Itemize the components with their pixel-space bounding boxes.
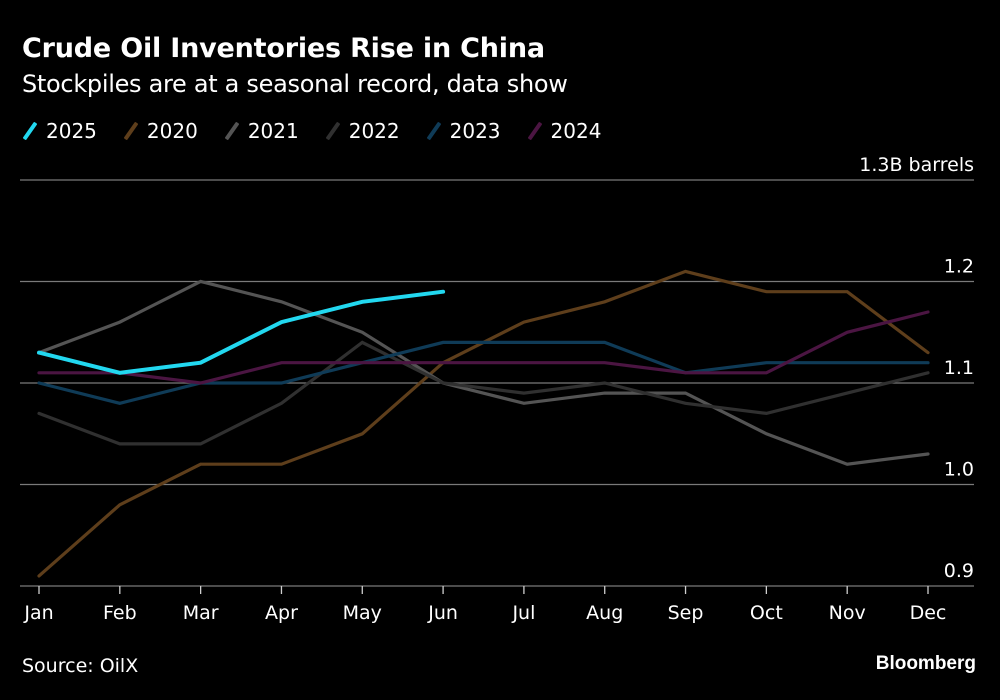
legend-item-2024: 2024 (527, 119, 602, 143)
series-line-2024 (37, 310, 930, 385)
gridlines (20, 179, 974, 587)
legend-label: 2020 (146, 119, 198, 143)
x-tick-label: Dec (910, 602, 947, 624)
x-tick-label: Apr (265, 602, 298, 624)
series-lines (37, 269, 930, 578)
series-line-2021 (37, 279, 930, 466)
legend: 2025 2020 2021 2022 2023 2024 (22, 119, 627, 143)
x-tick-label: May (343, 602, 382, 624)
x-tick-label: Aug (586, 602, 623, 624)
chart-subtitle: Stockpiles are at a seasonal record, dat… (22, 70, 568, 98)
y-tick-label: 1.3B barrels (859, 154, 974, 176)
legend-label: 2024 (550, 119, 602, 143)
legend-label: 2021 (247, 119, 299, 143)
y-tick-label: 0.9 (944, 560, 974, 582)
source-note: Source: OilX (22, 655, 139, 677)
legend-item-2023: 2023 (426, 119, 501, 143)
legend-item-2020: 2020 (123, 119, 198, 143)
series-line-2023 (37, 340, 930, 405)
legend-label: 2022 (348, 119, 400, 143)
y-tick-label: 1.2 (944, 256, 974, 278)
legend-item-2025: 2025 (22, 119, 97, 143)
x-tick-label: Feb (103, 602, 137, 624)
x-tick-label: Nov (829, 602, 866, 624)
y-tick-label: 1.1 (944, 357, 974, 379)
legend-item-2021: 2021 (224, 119, 299, 143)
y-tick-label: 1.0 (944, 459, 974, 481)
x-tick-label: Jun (427, 602, 458, 624)
bloomberg-logo: Bloomberg (875, 653, 976, 674)
chart-title: Crude Oil Inventories Rise in China (22, 33, 545, 64)
series-line-2025 (37, 289, 446, 375)
series-line-2020 (37, 269, 930, 578)
x-tick-label: Sep (668, 602, 704, 624)
x-tick-label: Jan (23, 602, 53, 624)
x-tick-label: Oct (750, 602, 783, 624)
x-tick-label: Jul (511, 602, 535, 624)
legend-label: 2025 (46, 119, 97, 143)
x-axis: Jan Feb Mar Apr May Jun Jul Aug Sep Oct Nov Dec (23, 586, 946, 624)
series-line-2022 (37, 340, 930, 446)
legend-item-2022: 2022 (325, 119, 400, 143)
legend-label: 2023 (449, 119, 501, 143)
x-tick-label: Mar (183, 602, 219, 624)
y-axis-labels: 1.3B barrels 1.2 1.1 1.0 0.9 (859, 154, 974, 582)
